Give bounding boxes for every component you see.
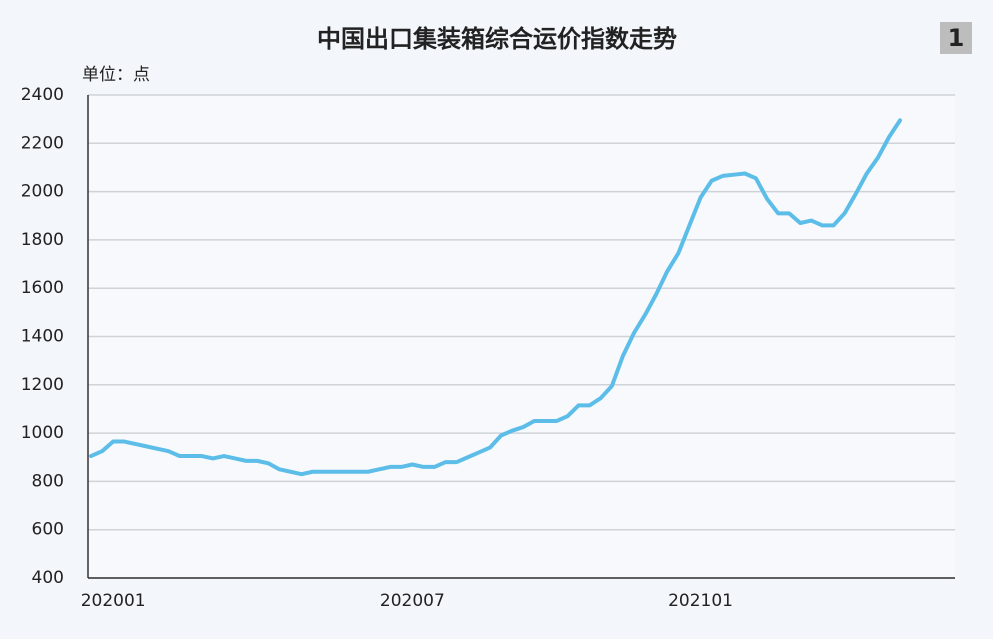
y-tick-label: 1400 — [21, 327, 64, 347]
chart-title: 中国出口集装箱综合运价指数走势 — [317, 25, 677, 53]
unit-label: 单位：点 — [82, 65, 150, 85]
y-tick-label: 1000 — [21, 423, 64, 443]
x-tick-label: 202101 — [668, 591, 733, 611]
y-tick-label: 1800 — [21, 230, 64, 250]
y-tick-label: 1200 — [21, 375, 64, 395]
y-tick-label: 600 — [32, 520, 64, 540]
badge: 1 — [948, 24, 965, 52]
x-tick-label: 202001 — [81, 591, 146, 611]
y-tick-label: 400 — [32, 568, 64, 588]
badge-box — [940, 22, 972, 54]
y-tick-label: 2000 — [21, 182, 64, 202]
y-tick-label: 800 — [32, 471, 64, 491]
x-tick-label: 202007 — [380, 591, 445, 611]
line — [89, 118, 902, 477]
y-tick-label: 2400 — [21, 85, 64, 105]
y-tick-label: 2200 — [21, 133, 64, 153]
y-tick-label: 1600 — [21, 278, 64, 298]
